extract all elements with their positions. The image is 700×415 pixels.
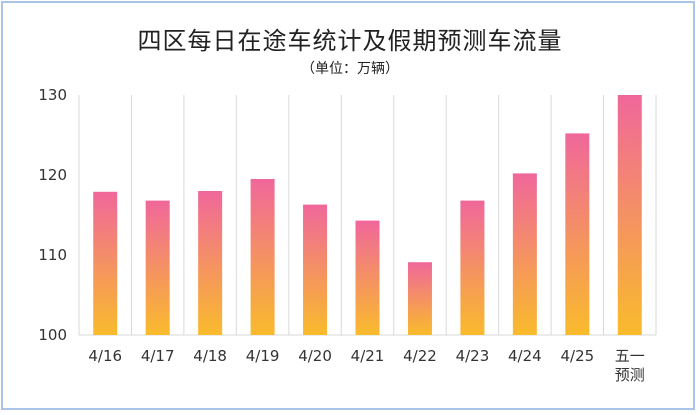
bar-layer bbox=[93, 95, 642, 335]
bar bbox=[93, 191, 118, 335]
bar bbox=[407, 262, 432, 335]
bar bbox=[250, 179, 275, 335]
bar bbox=[460, 200, 485, 335]
bar bbox=[617, 95, 642, 335]
y-tick-label: 110 bbox=[38, 246, 67, 264]
x-tick-label: 4/25 bbox=[560, 347, 594, 365]
y-tick-label: 100 bbox=[38, 326, 67, 344]
x-tick-label: 4/20 bbox=[298, 347, 332, 365]
x-tick-label: 4/24 bbox=[508, 347, 542, 365]
x-tick-label: 4/23 bbox=[456, 347, 490, 365]
bar bbox=[198, 191, 223, 335]
label-layer: 100 110 120 130 4/16 4/17 4/18 4/19 4/20 4/21 4/22… bbox=[38, 86, 644, 384]
bar bbox=[355, 220, 380, 335]
x-tick-label: 4/17 bbox=[141, 347, 175, 365]
chart-title: 四区每日在途车统计及假期预测车流量 bbox=[137, 27, 563, 55]
x-tick-label: 4/16 bbox=[88, 347, 122, 365]
x-tick-label: 4/22 bbox=[403, 347, 437, 365]
bar bbox=[512, 173, 537, 335]
bar bbox=[145, 200, 170, 335]
x-tick-label: 五一预测 bbox=[615, 347, 645, 384]
y-tick-label: 120 bbox=[38, 166, 67, 184]
chart-subtitle: （单位：万辆） bbox=[301, 61, 399, 77]
x-tick-label: 4/19 bbox=[246, 347, 280, 365]
bar bbox=[303, 204, 328, 335]
bar bbox=[565, 133, 590, 335]
y-tick-label: 130 bbox=[38, 86, 67, 104]
x-tick-label: 4/18 bbox=[193, 347, 227, 365]
x-tick-label: 4/21 bbox=[351, 347, 385, 365]
